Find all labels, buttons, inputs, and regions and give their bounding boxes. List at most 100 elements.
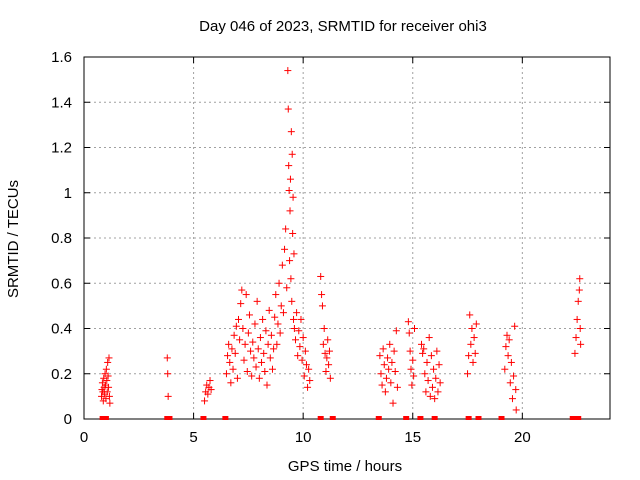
data-point [426,392,434,400]
data-point [378,381,386,389]
data-point [306,377,314,385]
data-point [231,349,239,357]
data-point [467,340,475,348]
grid-lines [84,57,610,419]
data-point [261,367,269,375]
data-point [507,358,515,366]
data-point [318,291,326,299]
data-point [256,334,264,342]
data-point [262,327,270,335]
data-point [376,352,384,360]
data-point [204,390,212,398]
data-point [225,340,233,348]
data-point [102,395,110,403]
data-point [252,363,260,371]
data-point [283,284,291,292]
data-point [104,372,112,380]
data-point [285,162,293,170]
data-point [302,361,310,369]
data-point [386,340,394,348]
data-point [298,356,306,364]
data-point [290,250,298,258]
data-point [236,336,244,344]
data-point [576,275,584,283]
data-point [576,325,584,332]
data-point [388,358,396,366]
data-point [250,354,258,362]
data-point [423,358,431,366]
data-point [289,193,297,201]
data-point [230,331,238,339]
data-point [239,325,247,332]
data-point [296,343,304,351]
data-point [391,367,399,375]
y-tick-label: 1.4 [51,94,72,111]
data-point [164,370,172,378]
data-point [512,386,520,394]
data-point [320,325,328,332]
data-point [235,315,243,323]
x-tick-label: 10 [295,429,312,446]
axis-ticks [83,56,610,420]
data-point [466,311,474,319]
data-point [255,374,263,382]
data-point [270,345,278,353]
data-point [575,286,583,294]
data-point [407,365,415,373]
data-point [325,361,333,369]
data-point [273,340,281,348]
data-point [380,361,388,369]
data-point [421,370,429,378]
x-tick-label: 15 [404,429,421,446]
y-axis-label: SRMTID / TECUs [5,180,22,298]
data-point [326,374,334,382]
data-point [254,345,262,353]
data-point [282,225,290,233]
data-point [247,347,255,355]
data-point [102,365,110,373]
data-point [574,297,582,305]
data-point [242,291,250,299]
data-point [271,313,279,321]
data-point [224,352,232,360]
data-point [390,347,398,355]
data-point [290,315,298,323]
data-point [502,343,510,351]
data-point [265,306,273,314]
data-point [291,336,299,344]
y-tick-label: 0.2 [51,366,72,383]
data-point [274,320,282,328]
data-point [419,349,427,357]
data-point [276,329,284,337]
data-point [267,331,275,339]
data-point [294,352,302,360]
data-point [278,261,286,269]
data-point [104,358,112,366]
zero-markers [99,416,582,420]
data-point [408,381,416,389]
data-point [244,329,252,337]
data-point [164,392,172,400]
data-point [295,327,303,335]
data-point [201,397,209,405]
zero-marker [102,416,109,420]
data-point [404,318,412,326]
x-tick-label: 0 [80,429,88,446]
data-point [258,358,266,366]
data-point [471,349,479,357]
data-point [237,300,245,308]
data-point [263,381,271,389]
data-point [288,150,296,158]
data-point [324,336,332,344]
data-point [163,354,171,362]
data-point [512,406,520,414]
data-point [510,372,518,380]
data-point [573,315,581,323]
zero-marker [329,416,336,420]
data-point [240,356,248,364]
data-point [434,388,442,396]
x-axis-label: GPS time / hours [288,458,402,475]
data-point [501,365,509,373]
data-point [284,105,292,113]
